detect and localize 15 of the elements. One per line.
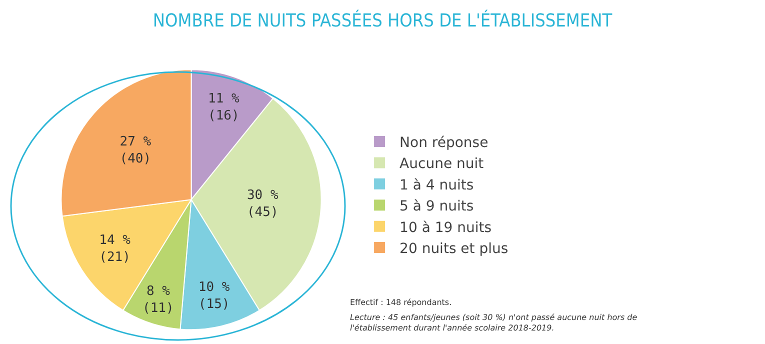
data-label: 30 % (45) xyxy=(246,188,278,220)
data-label: 10 % (15) xyxy=(198,280,230,312)
chart-title: NOMBRE DE NUITS PASSÉES HORS DE L'ÉTABLISSEMENT xyxy=(152,9,612,32)
legend-label: 20 nuits et plus xyxy=(400,240,508,257)
data-label: 11 % (16) xyxy=(208,92,240,124)
data-label: 8 % (11) xyxy=(142,284,174,316)
data-label: 14 % (21) xyxy=(99,232,131,265)
legend-label: Non réponse xyxy=(400,134,488,151)
text: Lecture : 45 enfants/jeunes (soit 30 %) n'ont passé aucune nuit hors de l'établissement durant l'année scolaire 2018-2019. xyxy=(350,313,638,332)
legend-label: 5 à 9 nuits xyxy=(400,198,474,215)
legend-label: 1 à 4 nuits xyxy=(400,177,474,194)
text: Effectif : 148 répondants. xyxy=(350,298,452,307)
data-label: 27 % (40) xyxy=(120,134,152,166)
legend-label: Aucune nuit xyxy=(400,156,484,172)
legend-label: 10 à 19 nuits xyxy=(400,220,492,236)
